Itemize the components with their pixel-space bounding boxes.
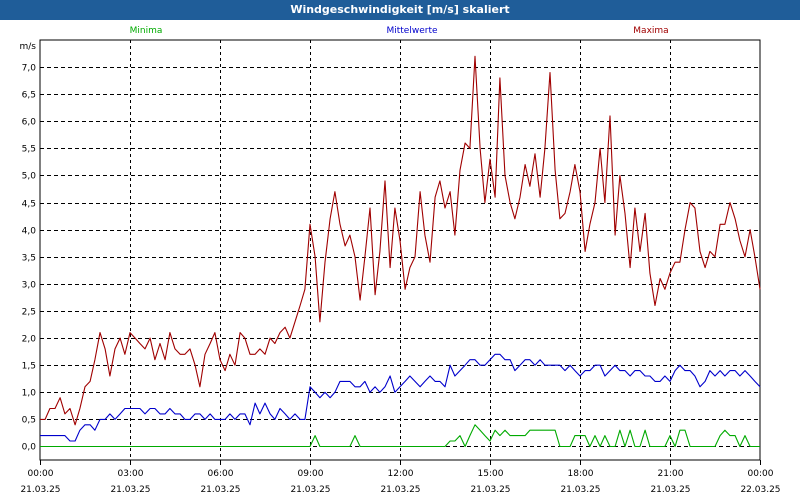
legend-item-maxima: Maxima — [633, 26, 668, 36]
y-tick-label: 2,0 — [22, 335, 37, 345]
x-tick-time: 12:00 — [388, 469, 414, 479]
x-tick-date: 21.03.25 — [380, 485, 420, 495]
x-tick-time: 00:00 — [28, 469, 54, 479]
x-tick-time: 18:00 — [568, 469, 594, 479]
y-tick-label: 4,5 — [22, 200, 36, 210]
x-tick-date: 21.03.25 — [560, 485, 600, 495]
y-tick-label: 0,0 — [22, 443, 37, 453]
y-tick-label: 0,5 — [22, 416, 36, 426]
y-tick-label: 3,5 — [22, 254, 36, 264]
x-tick-date: 21.03.25 — [470, 485, 510, 495]
x-tick-date: 21.03.25 — [20, 485, 60, 495]
y-tick-label: 6,0 — [22, 118, 37, 128]
y-tick-label: 5,0 — [22, 172, 37, 182]
legend: Minima Mittelwerte Maxima — [130, 26, 669, 36]
legend-item-mittelwerte: Mittelwerte — [386, 26, 437, 36]
y-axis-unit: m/s — [20, 42, 37, 52]
y-tick-label: 1,0 — [22, 389, 37, 399]
x-tick-time: 21:00 — [658, 469, 684, 479]
x-tick-time: 00:00 — [748, 469, 774, 479]
x-tick-date: 21.03.25 — [650, 485, 690, 495]
y-tick-label: 2,5 — [22, 308, 36, 318]
axis-layer: 7,0 6,5 6,0 5,5 5,0 4,5 4,0 3,5 3,0 2,5 2,0 1,5 1,0 0… — [20, 42, 781, 495]
wind-speed-chart: 7,0 6,5 6,0 5,5 5,0 4,5 4,0 3,5 3,0 2,5 2,0 1,5 1,0 0… — [20, 26, 781, 495]
y-tick-label: 4,0 — [22, 227, 37, 237]
legend-item-minima: Minima — [130, 26, 163, 36]
y-tick-label: 3,0 — [22, 281, 37, 291]
y-tick-label: 5,5 — [22, 145, 36, 155]
x-tick-date: 21.03.25 — [110, 485, 150, 495]
x-tick-date: 22.03.25 — [740, 485, 780, 495]
x-tick-date: 21.03.25 — [290, 485, 330, 495]
y-tick-label: 6,5 — [22, 91, 36, 101]
series-line-minima — [40, 424, 760, 448]
series-line-mittelwerte — [40, 353, 761, 442]
x-tick-time: 06:00 — [208, 469, 234, 479]
y-tick-label: 7,0 — [22, 64, 37, 74]
chart-title: Windgeschwindigkeit [m/s] skaliert — [0, 0, 800, 20]
y-tick-label: 1,5 — [22, 362, 36, 372]
x-tick-time: 15:00 — [478, 469, 504, 479]
x-tick-time: 09:00 — [298, 469, 324, 479]
x-tick-date: 21.03.25 — [200, 485, 240, 495]
x-tick-time: 03:00 — [118, 469, 144, 479]
series-layer — [40, 55, 761, 448]
grid-layer — [39, 39, 761, 461]
series-line-maxima — [40, 55, 761, 426]
